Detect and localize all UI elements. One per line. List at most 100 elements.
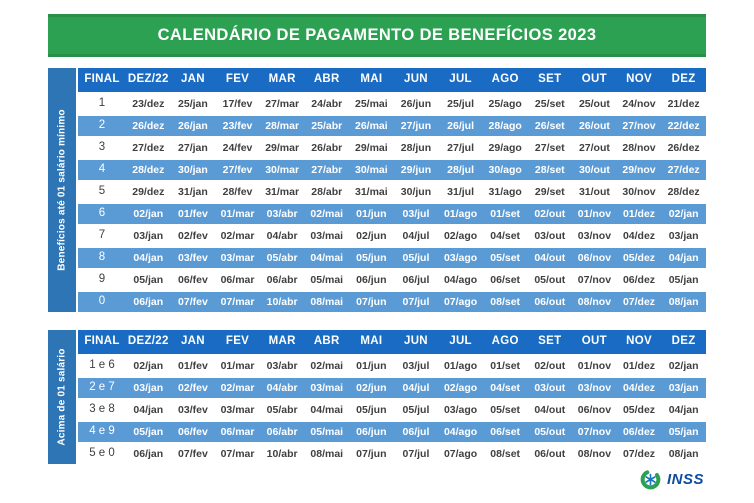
- date-cell: 28/nov: [622, 141, 656, 154]
- date-cell: 07/jun: [356, 447, 387, 460]
- date-cell: 02/mar: [220, 229, 255, 242]
- table-grid: FINAL DEZ/22 JAN FEV MAR ABR MAI JUN JUL AGO SET OU…: [78, 68, 706, 312]
- column-header-final: FINAL: [84, 73, 120, 86]
- date-cell: 03/jul: [402, 359, 430, 372]
- date-cell: 01/nov: [577, 207, 612, 220]
- title-banner: CALENDÁRIO DE PAGAMENTO DE BENEFÍCIOS 20…: [48, 14, 706, 57]
- date-cell: 03/out: [534, 229, 566, 242]
- date-cell: 30/out: [578, 163, 610, 176]
- date-cell: 03/nov: [577, 381, 612, 394]
- table-row: 3 e 8 04/jan 03/fev 03/mar 05/abr 04/mai 05/ju…: [78, 400, 706, 420]
- date-cell: 07/fev: [178, 447, 208, 460]
- date-cell: 08/jan: [668, 295, 699, 308]
- date-cell: 07/jul: [402, 447, 430, 460]
- date-cell: 30/jun: [400, 185, 432, 198]
- date-cell: 02/jun: [356, 229, 387, 242]
- column-header-jan: JAN: [180, 73, 205, 86]
- date-cell: 02/jan: [133, 359, 164, 372]
- date-cell: 02/jun: [356, 381, 387, 394]
- date-cell: 01/fev: [178, 207, 208, 220]
- date-cell: 01/set: [490, 359, 521, 372]
- final-cell: 2: [98, 119, 106, 132]
- date-cell: 03/jan: [133, 381, 164, 394]
- date-cell: 30/ago: [488, 163, 522, 176]
- date-cell: 29/dez: [132, 185, 165, 198]
- date-cell: 10/abr: [266, 447, 298, 460]
- side-label-bar: Benefícios até 01 salário mínimo: [48, 68, 76, 312]
- date-cell: 05/jul: [402, 251, 430, 264]
- date-cell: 28/abr: [311, 185, 343, 198]
- date-cell: 03/jul: [402, 207, 430, 220]
- date-cell: 24/fev: [222, 141, 253, 154]
- date-cell: 01/nov: [577, 359, 612, 372]
- date-cell: 10/abr: [266, 295, 298, 308]
- date-cell: 08/set: [490, 447, 521, 460]
- column-header-fev: FEV: [225, 73, 250, 86]
- date-cell: 05/jan: [133, 425, 164, 438]
- date-cell: 30/mai: [355, 163, 388, 176]
- date-cell: 17/fev: [222, 97, 253, 110]
- column-header-jul: JUL: [449, 73, 472, 86]
- date-cell: 03/jan: [668, 381, 699, 394]
- date-cell: 05/dez: [622, 251, 656, 264]
- side-label-text: Acima de 01 salário: [56, 348, 68, 446]
- date-cell: 04/ago: [443, 425, 478, 438]
- date-cell: 04/set: [490, 229, 521, 242]
- date-cell: 02/out: [534, 359, 566, 372]
- column-header-ago: AGO: [491, 335, 519, 348]
- date-cell: 04/mai: [310, 251, 344, 264]
- date-cell: 05/out: [534, 425, 566, 438]
- date-cell: 01/dez: [622, 207, 656, 220]
- date-cell: 06/out: [534, 295, 566, 308]
- date-cell: 04/jan: [133, 403, 164, 416]
- header-row: FINAL DEZ/22 JAN FEV MAR ABR MAI JUN JUL AGO SET OU…: [78, 68, 706, 92]
- date-cell: 01/mar: [220, 207, 255, 220]
- table-row: 1 23/dez 25/jan 17/fev 27/mar 24/abr 25/mai 26/…: [78, 94, 706, 114]
- page-title: CALENDÁRIO DE PAGAMENTO DE BENEFÍCIOS 20…: [157, 26, 597, 44]
- date-cell: 28/ago: [488, 119, 522, 132]
- date-cell: 05/set: [490, 251, 521, 264]
- inss-logo: INSS: [639, 468, 704, 491]
- date-cell: 06/jul: [402, 273, 430, 286]
- date-cell: 29/set: [534, 185, 565, 198]
- column-header-dez: DEZ: [671, 335, 696, 348]
- date-cell: 03/out: [534, 381, 566, 394]
- date-cell: 02/ago: [443, 381, 478, 394]
- column-header-abr: ABR: [313, 73, 340, 86]
- date-cell: 06/fev: [178, 273, 208, 286]
- date-cell: 27/mar: [265, 97, 300, 110]
- date-cell: 06/jun: [356, 273, 387, 286]
- column-header-abr: ABR: [313, 335, 340, 348]
- column-header-mai: MAI: [360, 335, 383, 348]
- date-cell: 27/dez: [667, 163, 700, 176]
- date-cell: 05/mai: [310, 273, 344, 286]
- date-cell: 30/jan: [178, 163, 208, 176]
- date-cell: 04/ago: [443, 273, 478, 286]
- date-cell: 05/abr: [266, 403, 298, 416]
- column-header-nov: NOV: [626, 73, 652, 86]
- date-cell: 06/jan: [133, 447, 164, 460]
- date-cell: 04/abr: [266, 229, 298, 242]
- final-cell: 4 e 9: [89, 425, 115, 438]
- date-cell: 27/jul: [447, 141, 474, 154]
- date-cell: 01/fev: [178, 359, 208, 372]
- date-cell: 03/jan: [668, 229, 699, 242]
- date-cell: 05/jan: [133, 273, 164, 286]
- date-cell: 04/jul: [402, 229, 430, 242]
- date-cell: 07/nov: [577, 273, 612, 286]
- date-cell: 01/set: [490, 207, 521, 220]
- date-cell: 27/jan: [178, 141, 208, 154]
- date-cell: 02/mai: [310, 207, 344, 220]
- date-cell: 08/jan: [668, 447, 699, 460]
- date-cell: 25/set: [534, 97, 565, 110]
- inss-logo-text: INSS: [666, 471, 704, 488]
- table-row: 4 e 9 05/jan 06/fev 06/mar 06/abr 05/mai 06/ju…: [78, 422, 706, 442]
- table-row: 9 05/jan 06/fev 06/mar 06/abr 05/mai 06/jun 06/…: [78, 270, 706, 290]
- date-cell: 07/ago: [443, 447, 478, 460]
- date-cell: 03/mar: [220, 251, 255, 264]
- date-cell: 27/abr: [311, 163, 343, 176]
- date-cell: 05/abr: [266, 251, 298, 264]
- date-cell: 03/ago: [443, 251, 478, 264]
- date-cell: 03/jan: [133, 229, 164, 242]
- date-cell: 26/dez: [667, 141, 700, 154]
